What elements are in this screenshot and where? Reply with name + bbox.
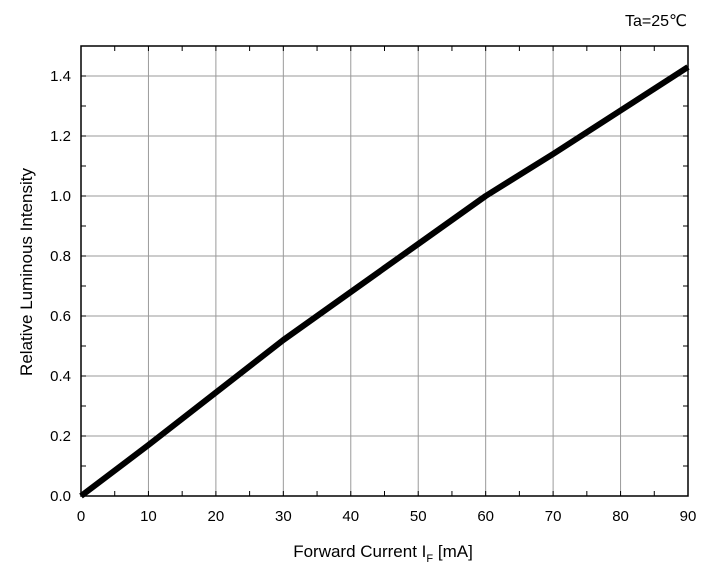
x-axis-title-main: Forward Current I [293,542,426,561]
y-tick-label: 0.4 [50,368,71,385]
y-tick-labels: 0.0 0.2 0.4 0.6 0.8 1.0 1.2 1.4 [50,68,71,505]
y-tick-label: 0.2 [50,428,71,445]
y-tick-label: 0.0 [50,488,71,505]
y-tick-label: 0.8 [50,248,71,265]
y-tick-label: 1.0 [50,188,71,205]
ambient-temperature-annotation: Ta=25℃ [625,13,687,30]
plot-frame [80,45,689,497]
y-tick-label: 1.2 [50,128,71,145]
x-tick-label: 60 [477,508,494,525]
x-tick-label: 10 [140,508,157,525]
x-axis-title: Forward Current IF [mA] [293,542,473,565]
x-tick-labels: 0 10 20 30 40 50 60 70 80 90 [77,508,697,525]
x-axis-title-subscript: F [426,553,433,565]
x-tick-label: 30 [275,508,292,525]
series-layer [79,64,690,499]
x-axis-title-unit: [mA] [433,542,473,561]
series-line [79,64,690,499]
x-tick-label: 20 [208,508,225,525]
x-tick-label: 50 [410,508,427,525]
y-tick-label: 0.6 [50,308,71,325]
x-tick-label: 70 [545,508,562,525]
minor-ticks [80,45,689,497]
x-tick-label: 0 [77,508,85,525]
y-tick-label: 1.4 [50,68,71,85]
x-tick-label: 40 [342,508,359,525]
x-tick-label: 80 [612,508,629,525]
x-tick-label: 90 [680,508,697,525]
y-axis-title: Relative Luminous Intensity [17,168,36,376]
